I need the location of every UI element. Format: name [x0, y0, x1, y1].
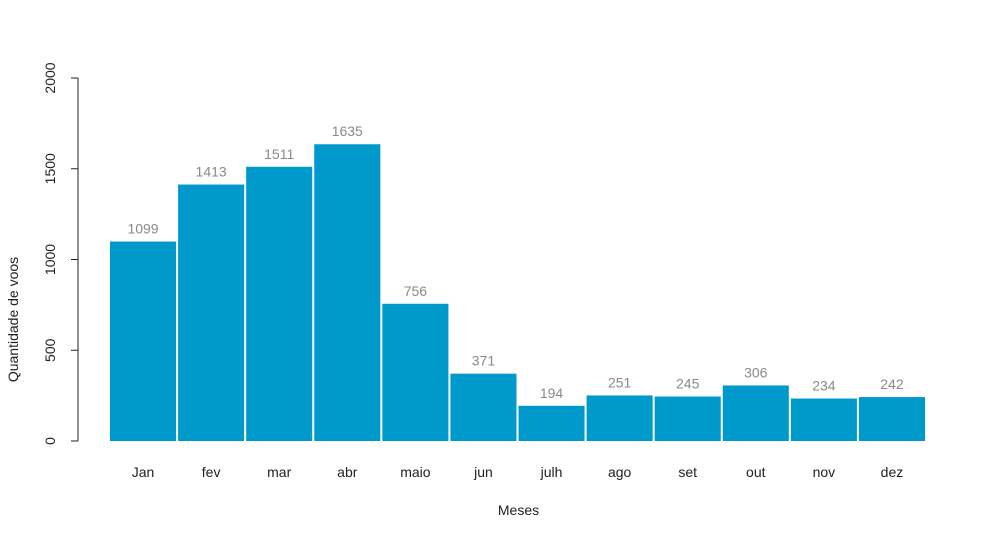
bar-nov — [790, 398, 857, 441]
x-tick-label: julh — [540, 464, 563, 480]
bar-ago — [586, 395, 653, 441]
y-ticks: 0 500 1000 1500 2000 — [42, 62, 78, 445]
y-tick-label: 2000 — [42, 62, 58, 93]
x-tick-label: nov — [813, 464, 836, 480]
y-tick-label: 0 — [42, 437, 58, 445]
bar-value-label: 245 — [676, 376, 700, 392]
bar-dez — [858, 397, 925, 441]
bar-value-label: 371 — [472, 353, 496, 369]
bar-value-label: 1635 — [332, 123, 363, 139]
bar-value-label: 194 — [540, 385, 564, 401]
x-tick-label: ago — [608, 464, 632, 480]
bar-jun — [450, 373, 517, 441]
bar-value-label: 251 — [608, 374, 632, 390]
bar-julh — [518, 405, 585, 441]
x-tick-label: dez — [881, 464, 904, 480]
x-tick-label: Jan — [132, 464, 155, 480]
bar-maio — [382, 303, 449, 441]
x-tick-label: maio — [400, 464, 431, 480]
bar-out — [722, 385, 789, 441]
bar-value-label: 242 — [880, 376, 904, 392]
y-axis-title: Quantidade de voos — [5, 257, 21, 382]
y-axis: 0 500 1000 1500 2000 — [42, 62, 79, 445]
bar-mar — [246, 166, 313, 442]
y-tick-label: 500 — [42, 338, 58, 362]
x-tick-label: out — [746, 464, 766, 480]
data-labels: 1099 1413 1511 1635 756 371 194 251 245 306 234 242 — [127, 123, 903, 401]
x-tick-label: set — [678, 464, 697, 480]
bar-Jan — [110, 241, 177, 441]
x-tick-labels: Jan fev mar abr maio jun julh ago set out nov dez — [132, 464, 903, 480]
bar-value-label: 1413 — [196, 164, 227, 180]
x-axis-title: Meses — [498, 502, 539, 518]
bar-set — [654, 396, 721, 441]
y-tick-label: 1500 — [42, 153, 58, 184]
y-tick-label: 1000 — [42, 244, 58, 275]
bar-value-label: 756 — [404, 283, 428, 299]
bars — [110, 144, 925, 442]
x-tick-label: abr — [337, 464, 358, 480]
bar-value-label: 1099 — [127, 221, 158, 237]
bar-value-label: 234 — [812, 378, 836, 394]
x-tick-label: fev — [202, 464, 221, 480]
bar-fev — [178, 184, 245, 441]
bar-value-label: 306 — [744, 364, 768, 380]
bar-value-label: 1511 — [264, 146, 294, 162]
x-tick-label: mar — [267, 464, 291, 480]
x-tick-label: jun — [473, 464, 493, 480]
bar-abr — [314, 144, 381, 441]
